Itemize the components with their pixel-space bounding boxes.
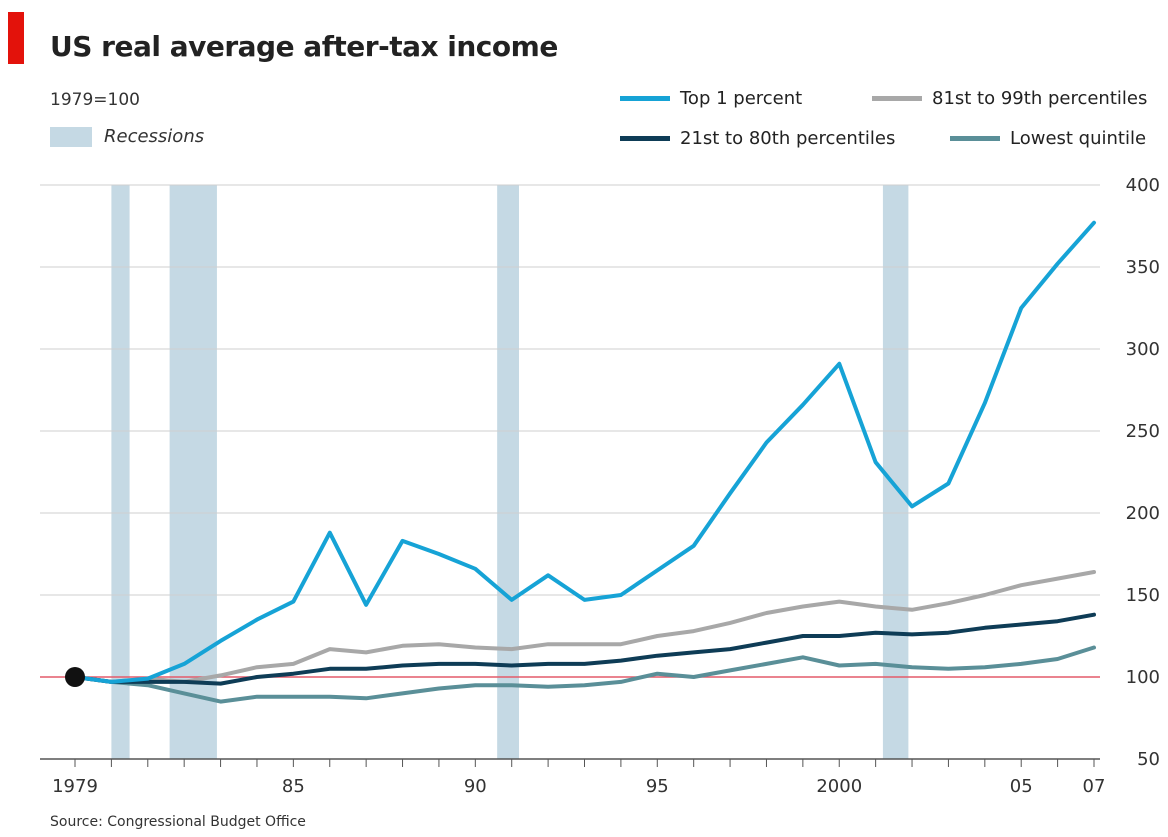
y-tick-label: 300 <box>1126 339 1160 360</box>
legend-label-top-1: Top 1 percent <box>680 88 803 109</box>
x-tick-label: 95 <box>646 776 669 797</box>
legend-swatch-lowest-quintile <box>950 136 1000 141</box>
y-tick-label: 400 <box>1126 175 1160 196</box>
legend-swatch-21-80 <box>620 136 670 141</box>
y-tick-label: 200 <box>1126 503 1160 524</box>
legend-item-81-99: 81st to 99th percentiles <box>872 88 1147 109</box>
series-line-81st-to-99th-percentiles <box>73 570 1096 684</box>
x-tick-label: 90 <box>464 776 487 797</box>
recession-band-3 <box>497 185 519 759</box>
chart-subtitle: 1979=100 <box>50 90 140 110</box>
legend-swatch-top-1 <box>620 96 670 101</box>
recession-band-1 <box>111 185 130 759</box>
legend-label-21-80: 21st to 80th percentiles <box>680 128 896 149</box>
legend-item-top-1: Top 1 percent <box>620 88 802 109</box>
recession-band-2 <box>169 185 217 759</box>
y-tick-label: 250 <box>1126 421 1160 442</box>
legend-item-lowest-quintile: Lowest quintile <box>950 128 1146 149</box>
x-tick-label: 07 <box>1083 776 1106 797</box>
recession-swatch <box>50 126 92 147</box>
recession-legend-label: Recessions <box>104 126 205 147</box>
legend-label-lowest-quintile: Lowest quintile <box>1010 128 1147 149</box>
series-line-lowest-quintile <box>73 645 1096 704</box>
x-tick-label: 85 <box>282 776 305 797</box>
start-point-marker <box>65 667 85 687</box>
x-tick-label: 05 <box>1010 776 1033 797</box>
source-note: Source: Congressional Budget Office <box>50 814 306 830</box>
brand-tab <box>8 12 24 64</box>
series-line-top-1-percent <box>73 220 1096 684</box>
y-tick-label: 50 <box>1137 749 1160 770</box>
chart-title: US real average after-tax income <box>50 30 558 63</box>
recession-legend: Recessions <box>50 126 204 147</box>
x-tick-label: 1979 <box>52 776 98 797</box>
recession-band-4 <box>882 185 909 759</box>
y-tick-label: 350 <box>1126 257 1160 278</box>
series-line-21st-to-80th-percentiles <box>73 612 1096 686</box>
legend-label-81-99: 81st to 99th percentiles <box>932 88 1148 109</box>
x-tick-label: 2000 <box>816 776 862 797</box>
legend-swatch-81-99 <box>872 96 922 101</box>
legend-item-21-80: 21st to 80th percentiles <box>620 128 895 149</box>
y-tick-label: 150 <box>1126 585 1160 606</box>
y-tick-label: 100 <box>1126 667 1160 688</box>
